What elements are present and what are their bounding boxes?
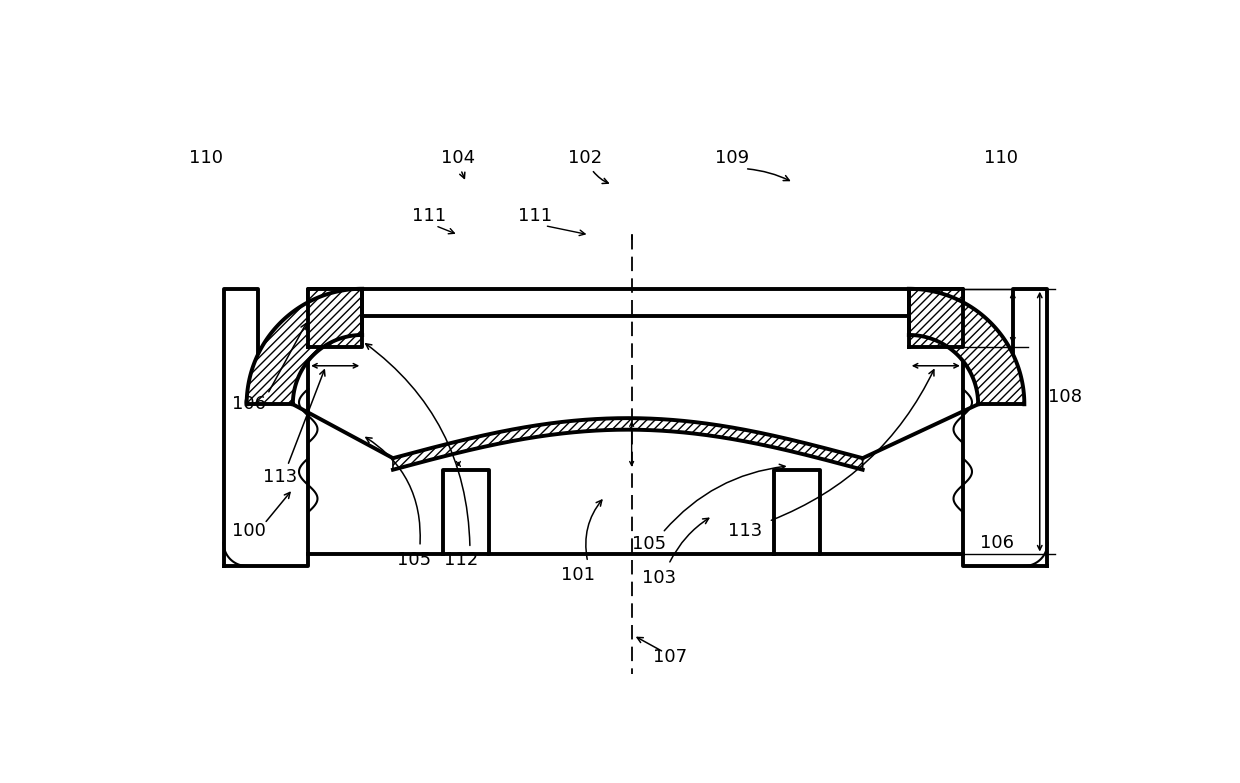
Text: 104: 104 xyxy=(441,149,475,167)
Text: 103: 103 xyxy=(641,568,676,586)
Text: 111: 111 xyxy=(412,207,446,225)
Text: 106: 106 xyxy=(981,534,1014,552)
Text: 105: 105 xyxy=(398,550,432,568)
Text: 102: 102 xyxy=(568,149,603,167)
Polygon shape xyxy=(247,289,362,404)
Polygon shape xyxy=(223,289,309,566)
Text: 107: 107 xyxy=(653,648,687,666)
Text: 112: 112 xyxy=(444,550,477,568)
Polygon shape xyxy=(909,289,962,347)
Text: 101: 101 xyxy=(560,566,595,584)
Polygon shape xyxy=(393,418,863,470)
Text: 110: 110 xyxy=(985,149,1018,167)
Text: 105: 105 xyxy=(631,536,666,554)
Polygon shape xyxy=(309,289,362,347)
Polygon shape xyxy=(309,289,962,316)
Polygon shape xyxy=(443,470,490,554)
Polygon shape xyxy=(962,289,1048,566)
Text: 111: 111 xyxy=(518,207,553,225)
Text: 100: 100 xyxy=(232,522,265,540)
Text: 110: 110 xyxy=(188,149,223,167)
Polygon shape xyxy=(774,470,821,554)
Polygon shape xyxy=(909,289,1024,404)
Text: 106: 106 xyxy=(232,395,265,413)
Text: 109: 109 xyxy=(714,149,749,167)
Text: 113: 113 xyxy=(728,522,761,540)
Text: 113: 113 xyxy=(263,468,296,486)
Text: 108: 108 xyxy=(1048,388,1083,406)
